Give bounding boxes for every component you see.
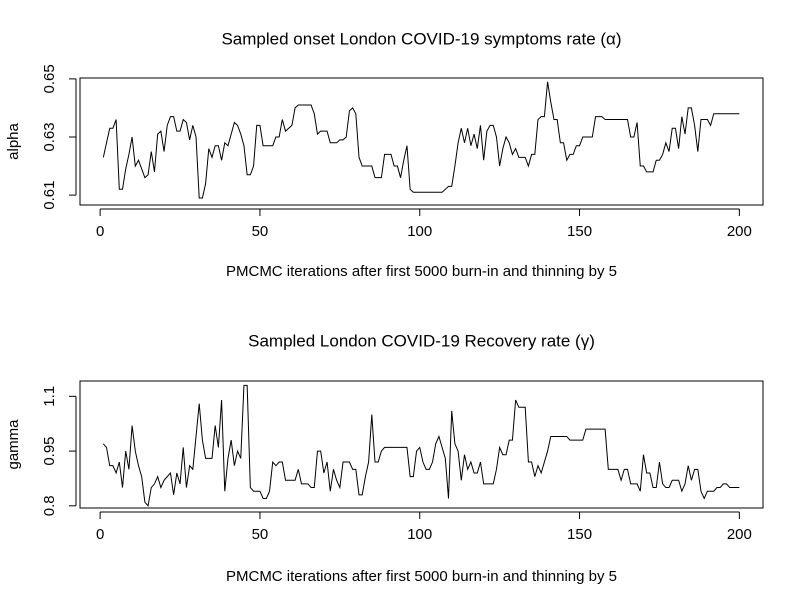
data-line [102, 384, 740, 507]
x-tick-label: 50 [252, 526, 269, 543]
x-tick-label: 0 [96, 526, 104, 543]
x-tick-label: 150 [567, 526, 592, 543]
y-tick-label: 1.1 [41, 386, 58, 407]
y-axis-label: alpha [5, 122, 22, 159]
x-tick-label: 150 [567, 223, 592, 240]
x-tick-label: 100 [407, 223, 432, 240]
chart-title: Sampled onset London COVID-19 symptoms r… [221, 29, 621, 48]
y-tick-label: 0.65 [41, 64, 58, 93]
x-tick-label: 0 [96, 223, 104, 240]
plot-frame [79, 380, 764, 509]
plot-frame [79, 77, 764, 206]
x-tick-label: 50 [252, 223, 269, 240]
chart-title: Sampled London COVID-19 Recovery rate (γ… [248, 331, 595, 350]
y-tick-label: 0.8 [41, 495, 58, 516]
x-axis-label: PMCMC iterations after first 5000 burn-i… [226, 568, 617, 585]
x-tick-label: 200 [727, 526, 752, 543]
x-tick-label: 100 [407, 526, 432, 543]
x-axis-label: PMCMC iterations after first 5000 burn-i… [226, 263, 617, 280]
y-tick-label: 0.61 [41, 181, 58, 210]
y-tick-label: 0.63 [41, 122, 58, 151]
x-tick-label: 200 [727, 223, 752, 240]
y-tick-label: 0.95 [41, 436, 58, 465]
y-axis-label: gamma [5, 419, 22, 470]
data-line [102, 81, 740, 199]
